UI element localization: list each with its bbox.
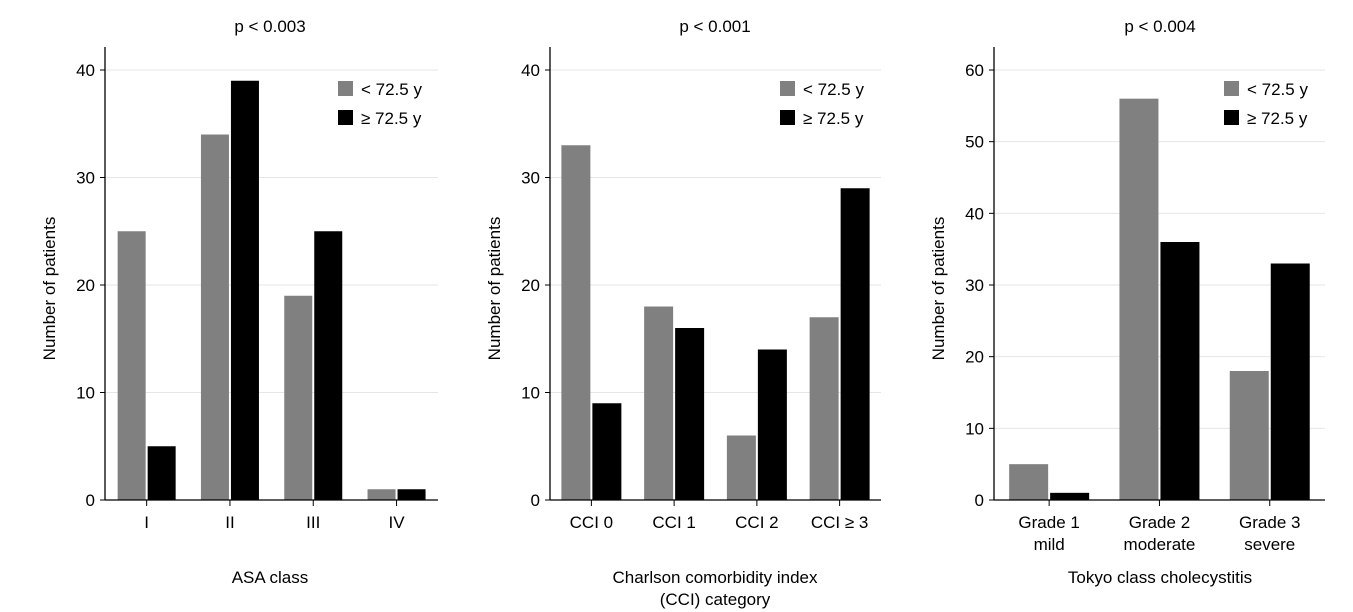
x-tick-label-line2: severe [1244, 535, 1295, 554]
y-tick-label: 30 [965, 276, 984, 295]
bar-young-1 [1009, 464, 1049, 500]
y-tick-label: 10 [76, 384, 95, 403]
bar-young-1 [561, 145, 591, 500]
legend-swatch-old [780, 110, 795, 125]
y-tick-label: 10 [521, 384, 540, 403]
bar-old-2 [675, 328, 705, 500]
y-tick-label: 40 [521, 61, 540, 80]
legend-label-young: < 72.5 y [1247, 80, 1308, 99]
y-tick-label: 10 [965, 419, 984, 438]
x-tick-label: I [144, 513, 149, 532]
chart-title: p < 0.003 [234, 17, 305, 36]
x-tick-label-line2: moderate [1124, 535, 1196, 554]
x-axis-label: ASA class [232, 568, 309, 587]
x-tick-label: CCI 2 [735, 513, 778, 532]
chart-panel-2: 0 10 20 30 40 CCI 0 CCI 1 CCI 2 CCI ≥ 3 p < 0.001… [485, 17, 881, 609]
bar-young-3 [1229, 371, 1269, 500]
legend-label-old: ≥ 72.5 y [803, 109, 864, 128]
x-axis-label: Tokyo class cholecystitis [1068, 568, 1252, 587]
bar-old-3 [1270, 263, 1310, 500]
chart-panel-3: 0 10 20 30 40 50 60 Grade 1 mild Grade 2 moderate G… [929, 17, 1325, 587]
bar-young-1 [117, 231, 146, 500]
x-tick-label: Grade 2 [1129, 513, 1190, 532]
x-axis-label-line2: (CCI) category [660, 590, 771, 609]
x-tick-label: CCI 1 [652, 513, 695, 532]
y-tick-label: 30 [521, 169, 540, 188]
bar-old-1 [592, 403, 622, 500]
legend: < 72.5 y ≥ 72.5 y [780, 80, 864, 128]
legend-swatch-young [338, 81, 353, 96]
y-tick-label: 30 [76, 169, 95, 188]
x-tick-label-line2: mild [1034, 535, 1065, 554]
bar-old-1 [1050, 492, 1090, 500]
chart-title: p < 0.001 [679, 17, 750, 36]
legend-swatch-young [1224, 81, 1239, 96]
bar-old-4 [840, 188, 870, 500]
legend-label-young: < 72.5 y [361, 80, 422, 99]
bar-old-1 [147, 446, 176, 500]
y-axis-label: Number of patients [929, 217, 948, 361]
bar-old-2 [1160, 242, 1200, 500]
bar-young-2 [200, 134, 229, 500]
y-axis-label: Number of patients [40, 217, 59, 361]
legend-label-old: ≥ 72.5 y [361, 109, 422, 128]
bar-young-4 [367, 489, 396, 500]
x-axis-label: Charlson comorbidity index [612, 568, 818, 587]
x-tick-label: III [306, 513, 320, 532]
bar-young-3 [284, 295, 313, 500]
legend-label-old: ≥ 72.5 y [1247, 109, 1308, 128]
x-tick-label: IV [389, 513, 406, 532]
bar-old-4 [397, 489, 426, 500]
bar-young-2 [644, 306, 674, 500]
x-tick-label: Grade 3 [1239, 513, 1300, 532]
bar-old-3 [757, 349, 787, 500]
y-tick-label: 20 [76, 276, 95, 295]
y-tick-label: 0 [86, 491, 95, 510]
bar-young-3 [726, 435, 756, 500]
y-tick-label: 20 [965, 348, 984, 367]
bar-young-4 [809, 317, 839, 500]
y-tick-label: 50 [965, 133, 984, 152]
x-tick-label: II [225, 513, 234, 532]
legend-swatch-old [1224, 110, 1239, 125]
x-tick-label: CCI 0 [570, 513, 613, 532]
legend-swatch-old [338, 110, 353, 125]
y-tick-label: 20 [521, 276, 540, 295]
chart-title: p < 0.004 [1124, 17, 1195, 36]
x-tick-label: CCI ≥ 3 [811, 513, 869, 532]
bar-old-3 [314, 231, 343, 500]
y-tick-label: 40 [76, 61, 95, 80]
legend-swatch-young [780, 81, 795, 96]
y-tick-label: 0 [531, 491, 540, 510]
y-tick-label: 0 [975, 491, 984, 510]
y-axis-label: Number of patients [485, 217, 504, 361]
y-tick-label: 60 [965, 61, 984, 80]
bar-young-2 [1119, 98, 1159, 501]
legend: < 72.5 y ≥ 72.5 y [1224, 80, 1308, 128]
legend: < 72.5 y ≥ 72.5 y [338, 80, 422, 128]
legend-label-young: < 72.5 y [803, 80, 864, 99]
x-tick-label: Grade 1 [1018, 513, 1079, 532]
bar-old-2 [230, 80, 259, 500]
y-tick-label: 40 [965, 204, 984, 223]
